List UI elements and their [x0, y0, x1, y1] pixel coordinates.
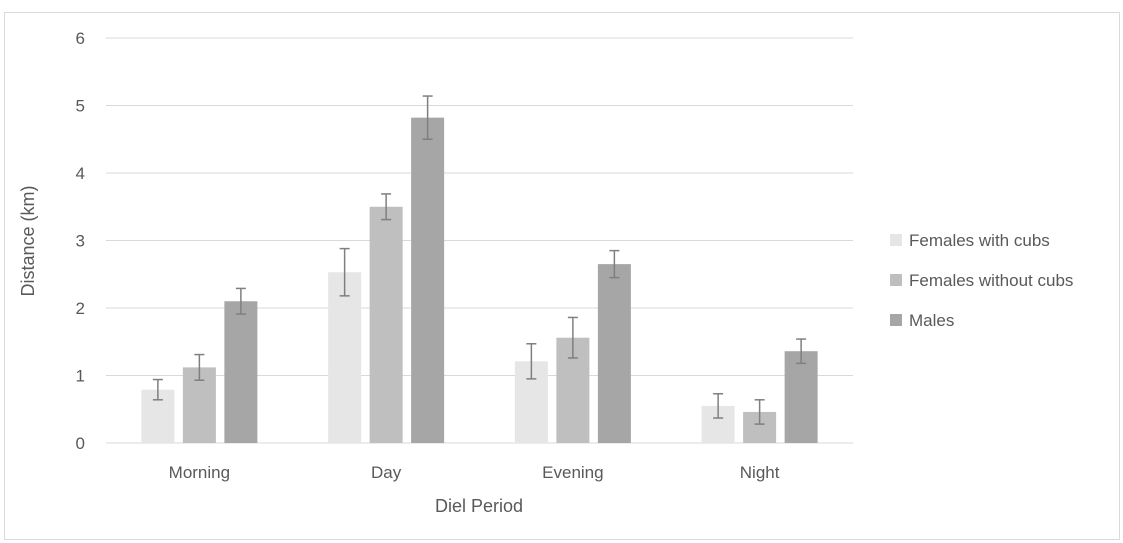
error-bar [194, 353, 205, 381]
bar [369, 206, 403, 443]
legend-item: Females with cubs [890, 231, 1050, 250]
bar [597, 264, 631, 443]
x-axis-title: Diel Period [435, 496, 523, 516]
y-tick-label: 5 [76, 97, 85, 116]
legend-label: Females with cubs [909, 231, 1050, 250]
legend-swatch [890, 234, 902, 246]
legend-label: Males [909, 311, 954, 330]
error-bar [381, 193, 392, 221]
gridlines [106, 37, 853, 444]
x-tick-label: Night [740, 463, 780, 482]
error-bar [422, 95, 433, 140]
legend-item: Females without cubs [890, 271, 1073, 290]
y-tick-label: 4 [76, 164, 85, 183]
error-bar [713, 392, 724, 419]
bar [411, 117, 445, 444]
error-bar [567, 316, 578, 359]
error-bar [339, 247, 350, 297]
y-tick-label: 0 [76, 434, 85, 453]
x-axis-ticks: Morning Day Evening Night [169, 463, 780, 482]
x-tick-label: Morning [169, 463, 230, 482]
error-bar [796, 338, 807, 365]
legend-item: Males [890, 311, 954, 330]
legend-swatch [890, 314, 902, 326]
legend-swatch [890, 274, 902, 286]
x-tick-label: Evening [542, 463, 603, 482]
y-tick-label: 3 [76, 232, 85, 251]
chart-frame [4, 12, 1120, 540]
y-tick-label: 1 [76, 367, 85, 386]
y-axis-title: Distance (km) [18, 185, 38, 296]
bar [784, 351, 818, 443]
error-bar [526, 343, 537, 380]
bar [224, 301, 258, 443]
error-bar [152, 378, 163, 401]
error-bars [152, 95, 807, 425]
x-tick-label: Day [371, 463, 402, 482]
error-bar [754, 399, 765, 425]
y-tick-label: 2 [76, 299, 85, 318]
error-bar [235, 287, 246, 315]
bar [328, 272, 362, 443]
y-tick-label: 6 [76, 29, 85, 48]
legend-label: Females without cubs [909, 271, 1073, 290]
error-bar [609, 249, 620, 279]
legend: Females with cubs Females without cubs Mal… [890, 231, 1073, 330]
y-axis-ticks: 0 1 2 3 4 5 6 [76, 29, 85, 453]
